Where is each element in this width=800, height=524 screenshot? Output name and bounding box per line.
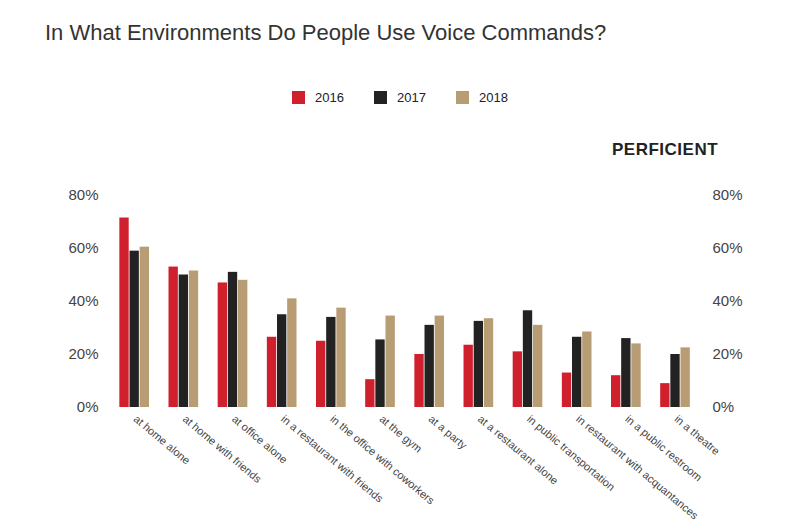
html-text:2016: 2016	[315, 90, 344, 105]
svg-text:0%: 0%	[713, 398, 735, 415]
html-text:2018: 2018	[479, 90, 508, 105]
svg-text:40%: 40%	[713, 292, 743, 309]
html-text:PERFICIENT: PERFICIENT	[612, 140, 719, 159]
svg-text:in public transportation: in public transportation	[525, 413, 618, 493]
html-text:In What Environments Do People: In What Environments Do People Use Voice…	[45, 20, 607, 45]
svg-text:80%: 80%	[713, 186, 743, 203]
svg-text:60%: 60%	[68, 239, 98, 256]
svg-text:in a public restroom: in a public restroom	[623, 412, 705, 484]
svg-text:in the office with coworkers: in the office with coworkers	[328, 413, 437, 507]
svg-text:0%: 0%	[77, 398, 99, 415]
svg-text:80%: 80%	[68, 186, 98, 203]
svg-text:40%: 40%	[68, 292, 98, 309]
svg-text:in a restaurant with friends: in a restaurant with friends	[279, 413, 386, 505]
svg-text:in restaurant with acquantance: in restaurant with acquantances	[574, 412, 701, 522]
html-text:2017: 2017	[397, 90, 426, 105]
svg-text:60%: 60%	[713, 239, 743, 256]
svg-text:at home alone: at home alone	[131, 412, 193, 467]
svg-text:at a restaurant alone: at a restaurant alone	[476, 413, 561, 487]
svg-text:at home with friends: at home with friends	[180, 412, 264, 485]
svg-text:at office alone: at office alone	[229, 412, 290, 466]
svg-text:at the gym: at the gym	[377, 413, 424, 455]
svg-text:20%: 20%	[68, 345, 98, 362]
svg-text:at a party: at a party	[427, 413, 470, 452]
svg-text:in a theatre: in a theatre	[672, 413, 722, 458]
svg-text:20%: 20%	[713, 345, 743, 362]
